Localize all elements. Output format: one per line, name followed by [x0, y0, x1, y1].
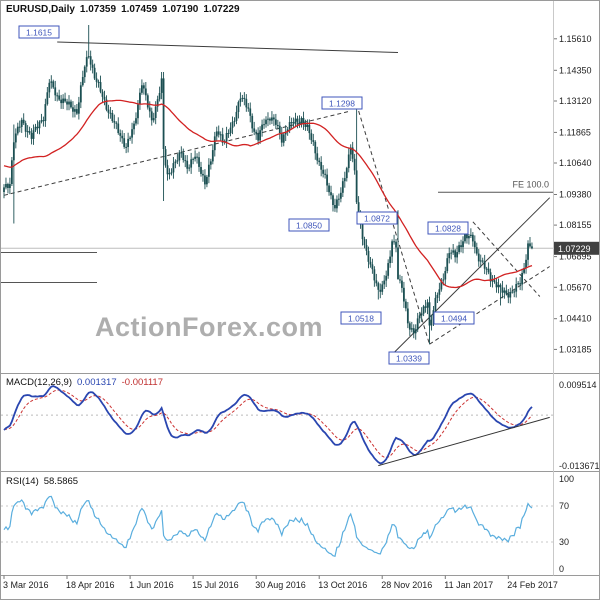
svg-text:1.08155: 1.08155 — [559, 220, 592, 230]
time-axis-label: 13 Oct 2016 — [318, 580, 367, 590]
rsi-axis-label: 0 — [559, 564, 564, 574]
current-price-tag: 1.07229 — [554, 241, 599, 255]
svg-text:1.11865: 1.11865 — [559, 127, 591, 137]
price-label-box — [388, 351, 430, 365]
price-label-box — [340, 311, 382, 325]
macd-pane — [1, 385, 553, 467]
price-label-box — [288, 218, 330, 232]
svg-text:1.15610: 1.15610 — [559, 34, 592, 44]
svg-text:1.04410: 1.04410 — [559, 314, 592, 324]
pane-separators — [1, 1, 599, 576]
svg-text:1.0850: 1.0850 — [296, 221, 322, 231]
trendline — [429, 266, 550, 345]
time-axis-label: 30 Aug 2016 — [255, 580, 306, 590]
time-axis: 3 Mar 2016 18 Apr 2016 1 Jun 2016 15 Jul 20… — [3, 575, 558, 590]
candlesticks — [3, 25, 533, 345]
rsi-line — [3, 495, 533, 558]
svg-text:1.0494: 1.0494 — [441, 314, 467, 324]
macd-axis-label: 0.009514 — [559, 380, 597, 390]
time-axis-label: 1 Jun 2016 — [129, 580, 174, 590]
rsi-axis-label: 30 — [559, 537, 569, 547]
price-pane — [1, 25, 553, 357]
trendline — [472, 221, 541, 297]
fe-level-label: FE 100.0 — [512, 179, 549, 189]
time-axis-label: 11 Jan 2017 — [444, 580, 493, 590]
svg-text:1.0339: 1.0339 — [396, 354, 422, 364]
price-label-box — [433, 311, 475, 325]
price-label-box — [18, 25, 60, 39]
svg-text:1.03185: 1.03185 — [559, 344, 592, 354]
price-label-box — [427, 221, 469, 235]
price-label-box — [356, 211, 398, 225]
time-axis-label: 3 Mar 2016 — [3, 580, 49, 590]
time-axis-label: 18 Apr 2016 — [66, 580, 115, 590]
svg-text:1.09380: 1.09380 — [559, 190, 592, 200]
rsi-pane — [1, 495, 553, 558]
svg-text:1.0872: 1.0872 — [364, 214, 390, 224]
price-label-box — [321, 96, 363, 110]
macd-trendline — [378, 416, 550, 467]
svg-text:1.13120: 1.13120 — [559, 96, 592, 106]
svg-text:1.14350: 1.14350 — [559, 65, 592, 75]
trendline — [3, 110, 351, 196]
time-axis-label: 28 Nov 2016 — [381, 580, 432, 590]
svg-text:1.1298: 1.1298 — [329, 99, 355, 109]
price-label-boxes: 1.1615 1.1298 1.0850 1.0872 1.0828 1.0518 1.04… — [18, 25, 475, 365]
trendline — [389, 197, 551, 357]
time-axis-label: 15 Jul 2016 — [192, 580, 239, 590]
svg-text:1.07229: 1.07229 — [558, 244, 591, 254]
rsi-axis-label: 70 — [559, 501, 569, 511]
moving-average-line — [3, 99, 533, 289]
price-axis: 1.15610 1.14350 1.13120 1.11865 1.10640 1.093… — [553, 34, 592, 354]
svg-text:1.10640: 1.10640 — [559, 158, 592, 168]
macd-axis-label: -0.013671 — [559, 461, 600, 471]
macd-main-line — [3, 385, 533, 465]
svg-text:1.06895: 1.06895 — [559, 252, 592, 262]
svg-text:1.0828: 1.0828 — [435, 224, 461, 234]
svg-text:1.1615: 1.1615 — [26, 28, 52, 38]
svg-text:1.0518: 1.0518 — [348, 314, 374, 324]
svg-text:1.05670: 1.05670 — [559, 282, 592, 292]
trendline — [57, 41, 399, 53]
time-axis-label: 24 Feb 2017 — [507, 580, 558, 590]
rsi-axis-label: 100 — [559, 474, 574, 484]
